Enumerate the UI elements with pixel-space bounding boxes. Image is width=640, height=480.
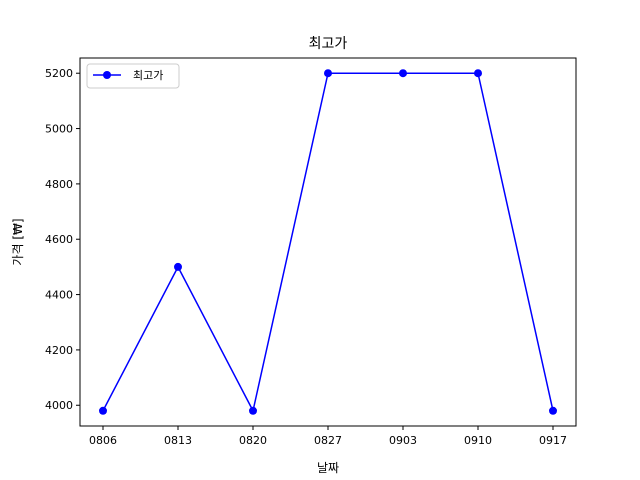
x-tick-label: 0827 [314, 434, 342, 447]
y-tick-label: 4200 [45, 344, 73, 357]
y-tick-label: 4600 [45, 233, 73, 246]
series-line [102, 72, 554, 413]
data-point [399, 69, 407, 78]
chart-title: 최고가 [309, 36, 348, 52]
y-tick-label: 5000 [45, 123, 73, 136]
legend-label: 최고가 [133, 69, 163, 82]
x-tick-label: 0903 [389, 434, 417, 447]
data-point [174, 262, 182, 271]
y-tick-label: 5200 [45, 67, 73, 80]
y-axis-label: 가격 [₩] [11, 218, 25, 265]
y-tick-label: 4000 [45, 399, 73, 412]
x-tick-label: 0806 [89, 434, 117, 447]
data-point [474, 69, 482, 78]
axes: 0806 0813 0820 0827 0903 0910 0917 4000 4200 4400… [45, 67, 567, 447]
x-tick-label: 0820 [239, 434, 267, 447]
series-group [99, 69, 557, 415]
x-tick-label: 0917 [539, 434, 567, 447]
legend-box [86, 63, 180, 89]
y-tick-label: 4800 [45, 178, 73, 191]
plot-area [79, 57, 577, 427]
data-point [99, 406, 107, 415]
x-tick-label: 0910 [464, 434, 492, 447]
legend: 최고가 [86, 63, 180, 89]
x-tick-label: 0813 [164, 434, 192, 447]
x-axis-label: 날짜 [317, 461, 339, 475]
legend-marker [103, 71, 111, 79]
data-point [249, 406, 257, 415]
data-point [549, 406, 557, 415]
y-tick-label: 4400 [45, 289, 73, 302]
data-point [324, 69, 332, 78]
